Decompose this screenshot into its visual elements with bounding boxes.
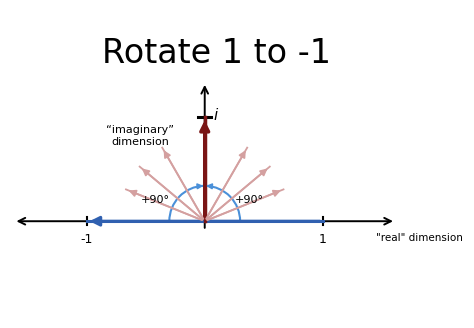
Text: “imaginary”
dimension: “imaginary” dimension — [106, 125, 174, 148]
Text: -1: -1 — [81, 233, 93, 246]
Text: 1: 1 — [319, 233, 327, 246]
Text: +90°: +90° — [141, 195, 170, 205]
Text: +90°: +90° — [235, 195, 264, 205]
Title: Rotate 1 to -1: Rotate 1 to -1 — [102, 37, 331, 70]
Text: i: i — [213, 108, 217, 123]
Text: "real" dimension: "real" dimension — [376, 233, 463, 243]
